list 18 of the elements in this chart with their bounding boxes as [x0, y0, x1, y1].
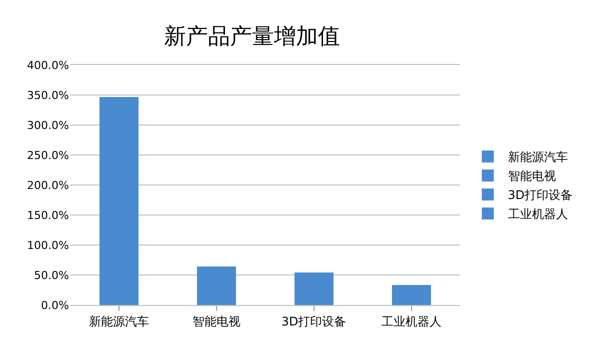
- legend-label: 3D打印设备: [508, 188, 573, 202]
- y-tick-label: 300.0%: [27, 118, 69, 132]
- y-tick-label: 250.0%: [27, 148, 69, 162]
- chart-title: 新产品产量增加值: [164, 24, 340, 50]
- y-tick-label: 150.0%: [27, 208, 69, 222]
- y-tick-label: 400.0%: [27, 58, 69, 72]
- legend-label: 新能源汽车: [508, 150, 568, 164]
- y-tick-label: 100.0%: [27, 238, 69, 252]
- y-tick-label: 200.0%: [27, 178, 69, 192]
- y-tick-label: 350.0%: [27, 88, 69, 102]
- legend-label: 工业机器人: [508, 207, 568, 222]
- legend-label: 智能电视: [508, 169, 556, 184]
- x-tick-label: 工业机器人: [381, 314, 442, 328]
- y-tick-label: 50.0%: [34, 268, 69, 282]
- x-tick-label: 智能电视: [192, 314, 240, 328]
- y-tick-label: 0.0%: [41, 298, 69, 312]
- x-tick-label: 3D打印设备: [281, 314, 346, 328]
- x-tick-label: 新能源汽车: [88, 314, 149, 328]
